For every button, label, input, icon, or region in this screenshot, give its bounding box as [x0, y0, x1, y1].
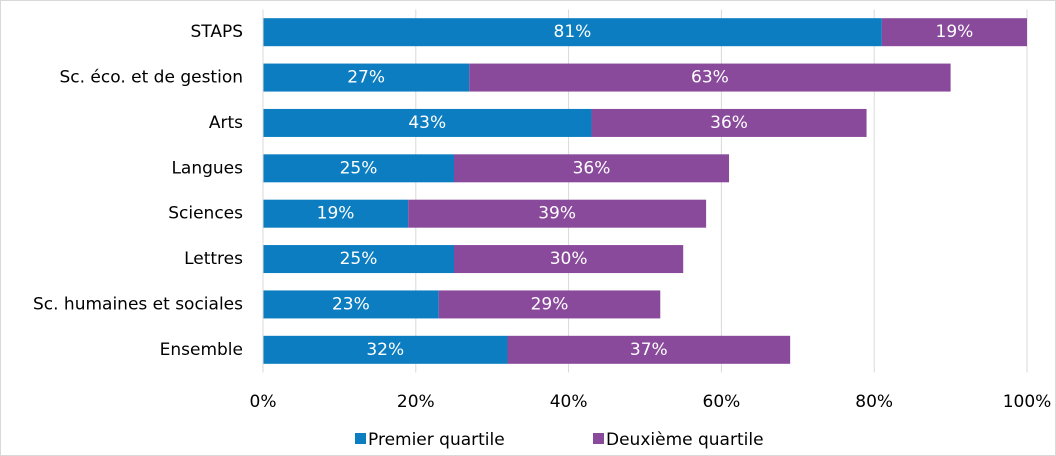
bar-segment [263, 18, 882, 47]
bar-segment [454, 245, 684, 274]
data-label: 36% [573, 158, 611, 178]
bar-segment [507, 335, 791, 364]
data-label: 19% [317, 204, 355, 224]
y-tick-label: STAPS [190, 22, 243, 42]
legend-label: Deuxième quartile [606, 430, 764, 450]
data-label: 30% [550, 249, 588, 269]
bar-segment [454, 154, 730, 183]
legend-swatch [593, 433, 604, 444]
data-label: 37% [630, 340, 668, 360]
y-tick-label: Langues [171, 158, 243, 178]
data-label: 23% [332, 294, 370, 314]
y-tick-label: Arts [209, 113, 243, 133]
y-tick-label: Sciences [168, 204, 243, 224]
x-tick-label: 100% [1003, 392, 1052, 412]
data-label: 63% [691, 68, 729, 88]
data-label: 81% [554, 22, 592, 42]
bar-segment [263, 108, 592, 137]
x-tick-label: 0% [250, 392, 277, 412]
bar-segment [408, 199, 707, 228]
data-label: 25% [340, 158, 378, 178]
y-tick-label: Ensemble [160, 340, 243, 360]
legend-swatch [355, 433, 366, 444]
bar-segment [881, 18, 1027, 47]
bar-segment [263, 290, 439, 319]
bar-segment [469, 63, 951, 92]
bar-segment [263, 335, 508, 364]
data-label: 29% [531, 294, 569, 314]
bar-segment [438, 290, 661, 319]
y-tick-label: Sc. humaines et sociales [33, 294, 243, 314]
bar-segment [263, 154, 454, 183]
y-tick-label: Lettres [184, 249, 243, 269]
x-tick-label: 20% [397, 392, 435, 412]
data-label: 32% [366, 340, 404, 360]
data-label: 39% [538, 204, 576, 224]
data-label: 25% [340, 249, 378, 269]
data-label: 19% [936, 22, 974, 42]
bar-segment [263, 245, 454, 274]
legend-label: Premier quartile [368, 430, 505, 450]
y-tick-label: Sc. éco. et de gestion [59, 68, 243, 88]
data-label: 27% [347, 68, 385, 88]
x-tick-label: 60% [703, 392, 741, 412]
bar-segment [263, 199, 409, 228]
data-label: 43% [408, 113, 446, 133]
data-label: 36% [710, 113, 748, 133]
x-tick-label: 80% [855, 392, 893, 412]
bar-segment [263, 63, 470, 92]
bar-segment [591, 108, 867, 137]
x-tick-label: 40% [550, 392, 588, 412]
